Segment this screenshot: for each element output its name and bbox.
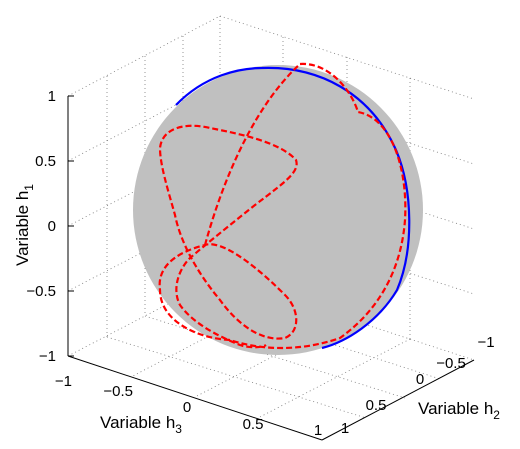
x-tick-label: 1 (314, 422, 322, 439)
series-layer (158, 62, 411, 350)
z-tick-label: −1 (39, 348, 56, 365)
y-tick-label: 0 (416, 371, 424, 388)
y-tick-label: 1 (341, 420, 349, 437)
x-tick-label: −1 (55, 373, 72, 390)
x-axis-label: Variable h3 (100, 413, 182, 436)
y-axis: −1 −0.5 0 0.5 1 Variable h2 (341, 334, 500, 437)
y-axis-label: Variable h2 (418, 399, 500, 422)
z-axis: 1 0.5 0 −0.5 −1 Variable h1 (13, 88, 74, 365)
x-tick-label: 0.5 (243, 416, 264, 433)
y-tick-label: −1 (477, 334, 494, 351)
y-tick-label: −0.5 (436, 355, 466, 372)
x-tick-label: −0.5 (103, 383, 133, 400)
x-axis: −1 −0.5 0 0.5 1 Variable h3 (55, 373, 322, 439)
sphere (133, 65, 423, 355)
z-tick-label: 0 (48, 218, 56, 235)
z-axis-label: Variable h1 (13, 184, 36, 266)
series-line-dashed (158, 62, 407, 350)
x-tick-label: 0 (183, 399, 191, 416)
z-tick-label: −0.5 (26, 283, 56, 300)
z-tick-label: 1 (48, 88, 56, 105)
y-tick-label: 0.5 (366, 397, 387, 414)
sphere-surface (133, 65, 423, 355)
z-tick-label: 0.5 (35, 153, 56, 170)
